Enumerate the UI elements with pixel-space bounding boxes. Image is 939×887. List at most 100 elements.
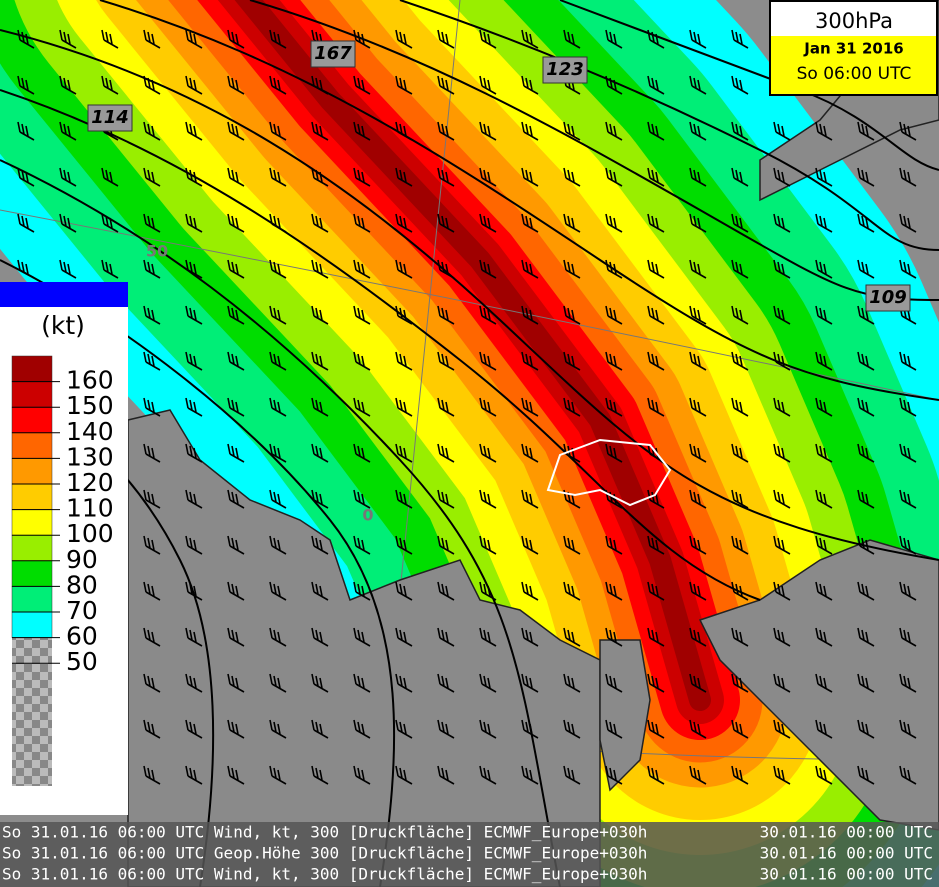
wind-barb xyxy=(311,489,329,509)
contour-label-box xyxy=(310,40,356,68)
wind-barb xyxy=(479,489,497,509)
valid-date: Jan 31 2016 xyxy=(803,40,903,58)
wind-barb xyxy=(269,443,287,463)
wind-barb xyxy=(185,121,203,141)
legend-label: 80 xyxy=(66,570,98,599)
legend-label: 140 xyxy=(66,417,114,446)
wind-barb xyxy=(59,213,77,233)
wind-barb xyxy=(269,29,287,49)
wind-barb xyxy=(395,305,413,325)
wind-barb xyxy=(521,489,539,509)
wind-barb xyxy=(185,489,203,509)
wind-barb xyxy=(773,351,791,371)
legend-swatch xyxy=(11,458,53,485)
wind-barb xyxy=(773,121,791,141)
wind-barb xyxy=(815,443,833,463)
wind-barb xyxy=(227,351,245,371)
wind-barb xyxy=(605,305,623,325)
wind-barb xyxy=(647,351,665,371)
wind-barb xyxy=(899,397,917,417)
contour-label: 109 xyxy=(869,287,907,308)
wind-barb xyxy=(689,167,707,187)
wind-barb xyxy=(857,627,875,647)
wind-barb xyxy=(227,259,245,279)
wind-barb xyxy=(17,167,35,187)
wind-barb xyxy=(311,443,329,463)
wind-barb xyxy=(227,535,245,555)
wind-barb xyxy=(647,305,665,325)
footer-left: So 31.01.16 06:00 UTC Geop.Höhe 300 [Dru… xyxy=(2,844,647,863)
wind-barb xyxy=(605,627,623,647)
wind-barb xyxy=(143,627,161,647)
wind-barb xyxy=(857,397,875,417)
wind-barb xyxy=(311,213,329,233)
wind-barb xyxy=(101,167,119,187)
wind-barb xyxy=(395,489,413,509)
wind-barb xyxy=(521,765,539,785)
wind-barb xyxy=(899,443,917,463)
wind-barb xyxy=(815,627,833,647)
legend-swatch xyxy=(11,586,53,613)
wind-barb xyxy=(773,305,791,325)
wind-barb xyxy=(353,121,371,141)
wind-barb xyxy=(857,673,875,693)
wind-barb xyxy=(479,397,497,417)
wind-barb xyxy=(353,259,371,279)
wind-barb xyxy=(773,489,791,509)
wind-barb xyxy=(353,167,371,187)
wind-barb xyxy=(269,259,287,279)
wind-barb xyxy=(479,213,497,233)
footer-right: 30.01.16 00:00 UTC xyxy=(760,823,933,842)
wind-barb xyxy=(899,673,917,693)
wind-barb xyxy=(563,259,581,279)
wind-barb xyxy=(17,259,35,279)
wind-barb xyxy=(479,259,497,279)
wind-barb xyxy=(227,121,245,141)
wind-barb xyxy=(101,29,119,49)
legend-label: 100 xyxy=(66,519,114,548)
footer-left: So 31.01.16 06:00 UTC Wind, kt, 300 [Dru… xyxy=(2,823,647,842)
wind-barb xyxy=(521,581,539,601)
wind-barb xyxy=(773,673,791,693)
swiss-border xyxy=(546,438,672,507)
wind-barb xyxy=(815,259,833,279)
wind-barb xyxy=(647,765,665,785)
legend-swatch xyxy=(11,483,53,510)
wind-barb xyxy=(143,443,161,463)
wind-barb xyxy=(563,765,581,785)
wind-barb xyxy=(689,443,707,463)
legend-label: 120 xyxy=(66,468,114,497)
wind-barb xyxy=(269,673,287,693)
wind-barb xyxy=(857,719,875,739)
wind-barb xyxy=(227,673,245,693)
wind-barb xyxy=(563,397,581,417)
wind-barb xyxy=(689,673,707,693)
wind-barb xyxy=(899,121,917,141)
wind-barb xyxy=(857,305,875,325)
wind-barb xyxy=(311,305,329,325)
wind-barb xyxy=(395,121,413,141)
graticule-label: 0 xyxy=(362,506,373,525)
wind-barb xyxy=(395,765,413,785)
wind-barb xyxy=(353,443,371,463)
wind-barb xyxy=(269,213,287,233)
wind-barb xyxy=(647,167,665,187)
wind-barb xyxy=(815,765,833,785)
wind-barb xyxy=(521,673,539,693)
wind-barb xyxy=(353,351,371,371)
wind-barb xyxy=(143,305,161,325)
legend-label: 60 xyxy=(66,622,98,651)
wind-barb xyxy=(689,535,707,555)
wind-barb xyxy=(143,213,161,233)
wind-barb xyxy=(815,305,833,325)
wind-barb xyxy=(185,719,203,739)
wind-barb xyxy=(605,259,623,279)
wind-barb xyxy=(563,581,581,601)
wind-barb xyxy=(101,259,119,279)
wind-barb xyxy=(521,397,539,417)
valid-time: So 06:00 UTC xyxy=(797,64,912,84)
wind-barb xyxy=(521,719,539,739)
wind-barb xyxy=(143,29,161,49)
wind-barb xyxy=(185,397,203,417)
wind-barb xyxy=(353,581,371,601)
